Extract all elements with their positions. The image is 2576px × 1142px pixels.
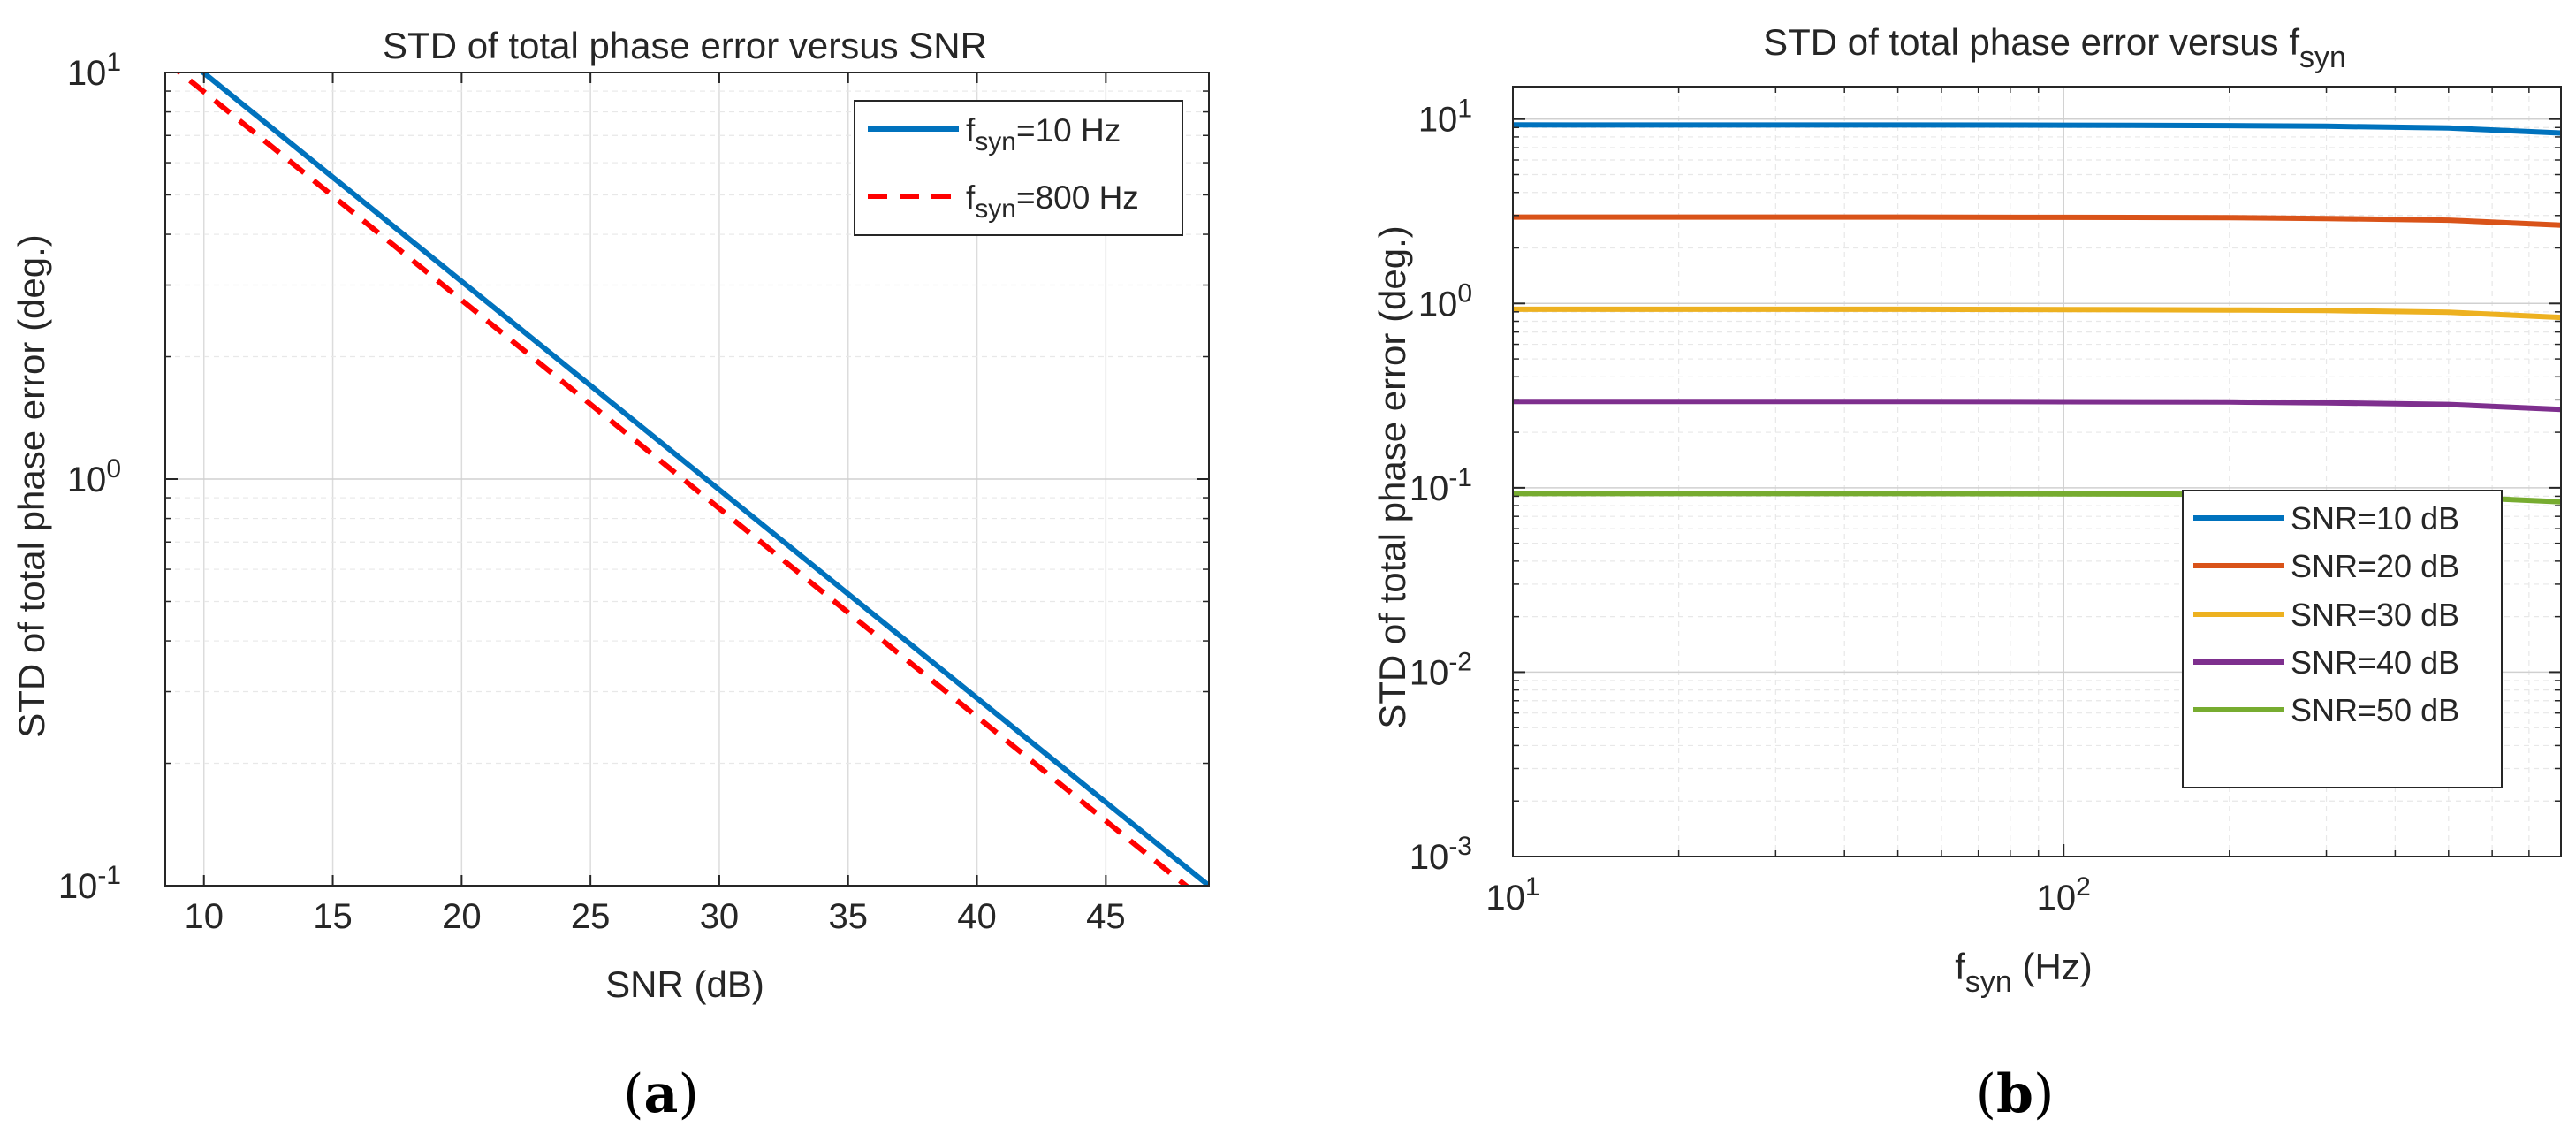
panel-b-caption: (b) (1976, 1063, 2055, 1125)
panel-b-legend-entry-5: SNR=50 dB (2291, 692, 2459, 728)
panel-b-x-tick-label: 102 (2037, 872, 2091, 917)
panel-a: 10 15 20 25 30 35 40 45 10-1 100 101 STD of total … (11, 25, 1210, 1125)
panel-b-y-tick-label: 10-3 (1410, 832, 1472, 877)
panel-a-series-line-1 (199, 72, 1209, 886)
panel-a-legend: fsyn=10 Hz fsyn=800 Hz (854, 100, 1183, 236)
panel-b-x-tick-label: 101 (1486, 872, 1539, 917)
panel-b-y-tick-label: 10-2 (1410, 647, 1472, 692)
panel-a-x-tick-label: 30 (700, 897, 740, 936)
panel-a-legend-entry-2: fsyn=800 Hz (966, 179, 1139, 224)
panel-a-x-tick-label: 15 (313, 897, 353, 936)
panel-b-series-line-2 (1513, 214, 2561, 228)
panel-b: 101 102 10-3 10-2 10-1 100 101 STD of total ph… (1372, 21, 2562, 1125)
panel-a-x-tick-label: 40 (957, 897, 997, 936)
panel-b-series-line-4 (1513, 399, 2561, 413)
panel-b-series (1513, 122, 2561, 505)
panel-b-legend-entry-2: SNR=20 dB (2291, 548, 2459, 584)
panel-b-legend-entry-3: SNR=30 dB (2291, 597, 2459, 633)
panel-a-x-tick-label: 20 (442, 897, 482, 936)
panel-b-legend-entry-4: SNR=40 dB (2291, 644, 2459, 681)
panel-a-series (175, 72, 1209, 886)
panel-a-x-tick-label: 10 (184, 897, 224, 936)
panel-a-y-tick-label: 101 (67, 48, 121, 93)
panel-a-series-line-2 (175, 72, 1190, 886)
panel-a-ticks: 10 15 20 25 30 35 40 45 10-1 100 101 (58, 48, 1209, 936)
panel-a-y-axis-label: STD of total phase error (deg.) (11, 234, 52, 738)
panel-b-y-tick-label: 10-1 (1410, 463, 1472, 508)
panel-a-legend-box (854, 100, 1183, 236)
panel-b-series-line-3 (1513, 306, 2561, 321)
panel-a-y-tick-label: 10-1 (58, 861, 121, 906)
panel-b-series-line-1 (1513, 122, 2561, 136)
panel-a-y-tick-label: 100 (67, 454, 121, 499)
panel-b-legend-entry-1: SNR=10 dB (2291, 500, 2459, 537)
panel-a-x-tick-label: 25 (571, 897, 611, 936)
panel-b-legend-box (2182, 490, 2503, 788)
panel-b-axes-frame (1512, 86, 2562, 857)
panel-a-caption: (a) (623, 1063, 699, 1125)
panel-b-ticks: 101 102 10-3 10-2 10-1 100 101 (1410, 87, 2562, 917)
panel-b-title: STD of total phase error versus fsyn (1763, 21, 2346, 74)
panel-a-title: STD of total phase error versus SNR (383, 25, 987, 66)
panel-b-legend: SNR=10 dB SNR=20 dB SNR=30 dB SNR=40 dB … (2182, 490, 2503, 788)
panel-a-legend-entry-1: fsyn=10 Hz (966, 112, 1121, 156)
panel-b-y-tick-label: 100 (1418, 278, 1472, 324)
panel-a-x-tick-label: 35 (829, 897, 869, 936)
panel-a-x-axis-label: SNR (dB) (605, 963, 764, 1005)
panel-a-x-tick-label: 45 (1086, 897, 1126, 936)
panel-b-y-tick-label: 101 (1418, 95, 1472, 140)
panel-b-y-axis-label: STD of total phase error (deg.) (1372, 225, 1413, 729)
panel-b-x-axis-label: fsyn (Hz) (1955, 946, 2093, 999)
